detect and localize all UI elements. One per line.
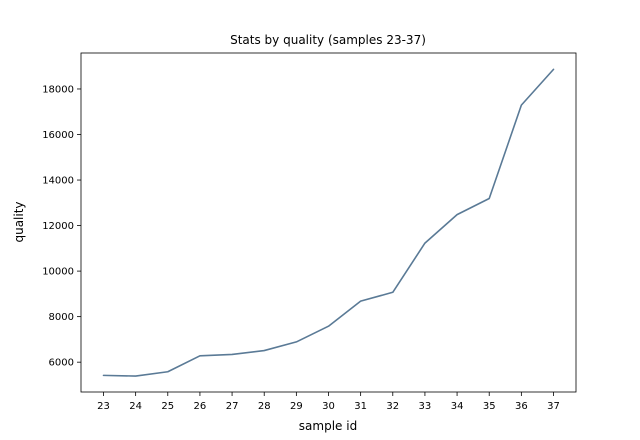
y-axis: 6000 8000 10000 12000 14000 16000 18000	[42, 84, 81, 369]
x-tick-label: 28	[258, 401, 271, 412]
x-tick-label: 29	[290, 401, 303, 412]
plot-area	[80, 52, 577, 393]
y-tick-label: 8000	[49, 312, 74, 323]
x-axis-label: sample id	[299, 419, 357, 433]
x-tick-label: 27	[226, 401, 239, 412]
x-tick-label: 34	[451, 401, 464, 412]
x-tick-label: 30	[322, 401, 335, 412]
x-tick-label: 31	[354, 401, 367, 412]
y-tick-label: 12000	[42, 221, 74, 232]
x-axis: 23 24 25 26 27 28 29 30 31 32 33 34 35 36 37	[97, 392, 560, 412]
y-axis-label: quality	[12, 201, 26, 242]
y-tick-label: 6000	[49, 358, 74, 369]
plot-frame	[80, 52, 577, 393]
x-tick-label: 25	[161, 401, 174, 412]
x-tick-label: 24	[129, 401, 142, 412]
x-tick-label: 33	[419, 401, 432, 412]
y-tick-label: 14000	[42, 176, 74, 187]
x-tick-label: 37	[547, 401, 560, 412]
x-tick-label: 32	[386, 401, 399, 412]
x-tick-label: 26	[194, 401, 207, 412]
x-tick-label: 23	[97, 401, 110, 412]
series-line-0	[102, 68, 555, 377]
y-tick-label: 16000	[42, 130, 74, 141]
x-tick-label: 35	[483, 401, 496, 412]
y-tick-label: 18000	[42, 84, 74, 95]
x-tick-label: 36	[515, 401, 528, 412]
chart-title: Stats by quality (samples 23-37)	[230, 33, 426, 47]
y-tick-label: 10000	[42, 267, 74, 278]
